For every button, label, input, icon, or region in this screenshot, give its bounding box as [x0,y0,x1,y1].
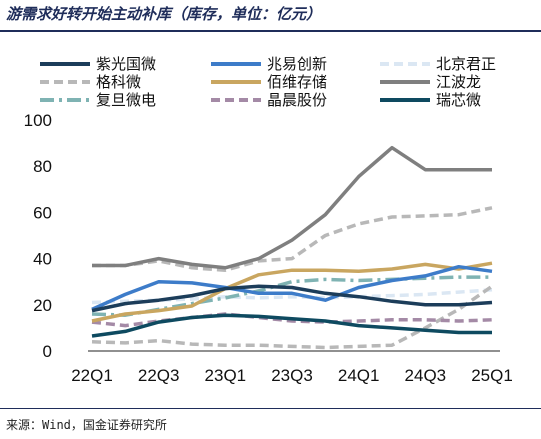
source-note: 来源：Wind，国金证券研究所 [6,418,167,432]
series-line [91,288,493,305]
x-tick-label: 25Q1 [471,366,513,385]
y-tick-label: 100 [24,111,52,130]
series-line [91,284,493,313]
series-line [91,312,493,328]
legend-label: 复旦微电 [96,91,156,109]
legend-label: 晶晨股份 [267,91,327,109]
series-line [92,145,492,270]
chart-lines [91,145,493,350]
y-tick-label: 0 [43,342,52,361]
x-tick-label: 22Q1 [71,366,113,385]
legend-label: 兆易创新 [267,55,327,73]
legend-label: 紫光国微 [96,55,156,73]
x-tick-label: 23Q1 [205,366,247,385]
legend-label: 北京君正 [436,55,496,73]
legend-label: 格科微 [96,73,141,91]
series-line [91,284,493,350]
chart-axes: 0 20 40 60 80 100 22Q1 22Q3 23Q1 23Q3 24Q1 24Q3 25Q1 [24,111,513,385]
y-tick-label: 40 [33,250,52,269]
x-tick-label: 22Q3 [138,366,180,385]
chart-title: 游需求好转开始主动补库（库存，单位：亿元） [6,5,322,23]
series-line [91,313,492,338]
series-line [91,264,493,311]
legend-label: 瑞芯微 [436,91,481,109]
footer-rule [0,408,541,409]
x-tick-label: 23Q3 [271,366,313,385]
y-tick-label: 20 [33,296,52,315]
y-tick-label: 80 [33,157,52,176]
legend-label: 江波龙 [436,73,481,91]
y-tick-label: 60 [33,203,52,222]
x-tick-label: 24Q1 [338,366,380,385]
series-line [92,206,493,272]
series-line [91,261,493,323]
legend-label: 佰维存储 [267,73,327,91]
title-rule [0,30,541,32]
x-tick-label: 24Q3 [405,366,447,385]
